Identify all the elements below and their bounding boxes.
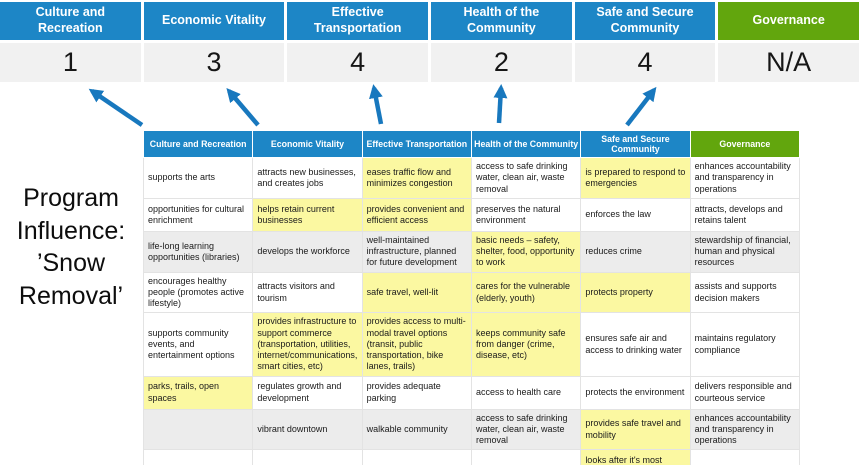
matrix-cell: walkable community xyxy=(361,408,472,451)
matrix-cell xyxy=(252,449,363,465)
scorecard-header-cell: Culture and Recreation xyxy=(0,2,141,40)
table-row: opportunities for cultural enrichment hel… xyxy=(142,197,801,232)
matrix-cell: protects the environment xyxy=(580,375,691,410)
matrix-cell: vibrant downtown xyxy=(252,408,363,451)
arrow-health-community-icon xyxy=(493,84,508,124)
matrix-header-cell: Governance xyxy=(689,129,801,159)
matrix-header-cell: Safe and Secure Community xyxy=(580,129,691,159)
matrix-header-cell: Culture and Recreation xyxy=(142,129,254,159)
matrix-header-row: Culture and Recreation Economic Vitality E… xyxy=(142,129,801,159)
program-title: Program Influence: ’Snow Removal’ xyxy=(16,184,126,310)
matrix-cell: supports the arts xyxy=(142,157,254,199)
matrix-cell: access to safe drinking water, clean air… xyxy=(470,408,582,451)
matrix-body: supports the arts attracts new businesses… xyxy=(142,157,801,465)
score-cell: 1 xyxy=(0,43,141,82)
scorecard-header-cell: Economic Vitality xyxy=(143,2,285,40)
matrix-cell: access to health care xyxy=(470,375,582,410)
matrix-cell: develops the workforce xyxy=(252,230,363,273)
matrix-cell: reduces crime xyxy=(580,230,691,273)
matrix-cell: stewardship of financial, human and phys… xyxy=(689,230,801,273)
arrow-effective-transportation-icon xyxy=(369,84,384,125)
matrix-cell: safe travel, well-lit xyxy=(361,271,472,314)
table-row: life-long learning opportunities (librar… xyxy=(142,230,801,273)
matrix-cell: enhances accountability and transparency… xyxy=(689,157,801,199)
table-row: supports community events, and entertain… xyxy=(142,312,801,377)
matrix-cell xyxy=(361,449,472,465)
matrix-cell: provides adequate parking xyxy=(361,375,472,410)
matrix-header-cell: Economic Vitality xyxy=(252,129,363,159)
table-row: parks, trails, open spaces regulates grow… xyxy=(142,375,801,410)
score-cell: 4 xyxy=(287,43,428,82)
table-row: looks after it's most vulnerable xyxy=(142,449,801,465)
matrix-cell: provides infrastructure to support comme… xyxy=(252,312,363,377)
matrix-cell xyxy=(142,449,254,465)
table-row: supports the arts attracts new businesses… xyxy=(142,157,801,199)
score-cell: 4 xyxy=(574,43,716,82)
matrix-cell xyxy=(689,449,801,465)
matrix-cell: preserves the natural environment xyxy=(470,197,582,232)
matrix-cell: life-long learning opportunities (librar… xyxy=(142,230,254,273)
matrix-cell: basic needs – safety, shelter, food, opp… xyxy=(470,230,582,273)
matrix-cell: ensures safe air and access to drinking … xyxy=(580,312,691,377)
matrix-cell: attracts, develops and retains talent xyxy=(689,197,801,232)
arrow-culture-recreation-icon xyxy=(88,88,144,127)
matrix-cell: encourages healthy people (promotes acti… xyxy=(142,271,254,314)
matrix-cell: protects property xyxy=(580,271,691,314)
score-cell: 2 xyxy=(431,43,572,82)
matrix-cell: enhances accountability and transparency… xyxy=(689,408,801,451)
matrix-cell xyxy=(142,408,254,451)
matrix-header-cell: Health of the Community xyxy=(470,129,582,159)
matrix-cell: attracts new businesses, and creates job… xyxy=(252,157,363,199)
matrix-cell xyxy=(470,449,582,465)
matrix-cell: regulates growth and development xyxy=(252,375,363,410)
scorecard: Culture and Recreation Economic Vitality E… xyxy=(0,2,859,82)
matrix-cell: enforces the law xyxy=(580,197,691,232)
score-cell: N/A xyxy=(718,43,859,82)
score-cell: 3 xyxy=(143,43,285,82)
matrix-cell: provides convenient and efficient access xyxy=(361,197,472,232)
matrix-cell: parks, trails, open spaces xyxy=(142,375,254,410)
matrix-cell: maintains regulatory compliance xyxy=(689,312,801,377)
influence-matrix: Culture and Recreation Economic Vitality E… xyxy=(142,129,801,465)
matrix-cell: opportunities for cultural enrichment xyxy=(142,197,254,232)
arrow-safe-secure-icon xyxy=(625,86,657,127)
matrix-cell: keeps community safe from danger (crime,… xyxy=(470,312,582,377)
matrix-cell: delivers responsible and courteous servi… xyxy=(689,375,801,410)
matrix-cell: eases traffic flow and minimizes congest… xyxy=(361,157,472,199)
matrix-cell: supports community events, and entertain… xyxy=(142,312,254,377)
matrix-cell: well-maintained infrastructure, planned … xyxy=(361,230,472,273)
matrix-cell: attracts visitors and tourism xyxy=(252,271,363,314)
scorecard-header-cell: Effective Transportation xyxy=(287,2,428,40)
scorecard-header-cell: Safe and Secure Community xyxy=(574,2,716,40)
arrow-economic-vitality-icon xyxy=(226,87,260,127)
matrix-cell: provides safe travel and mobility xyxy=(580,408,691,451)
table-row: vibrant downtown walkable community access… xyxy=(142,408,801,451)
table-row: encourages healthy people (promotes acti… xyxy=(142,271,801,314)
matrix-cell: helps retain current businesses xyxy=(252,197,363,232)
matrix-header-cell: Effective Transportation xyxy=(361,129,472,159)
matrix-cell: looks after it's most vulnerable xyxy=(580,449,691,465)
matrix-cell: assists and supports decision makers xyxy=(689,271,801,314)
matrix-cell: is prepared to respond to emergencies xyxy=(580,157,691,199)
influence-arrows xyxy=(88,84,657,127)
scorecard-header-cell: Governance xyxy=(718,2,859,40)
matrix-cell: provides access to multi-modal travel op… xyxy=(361,312,472,377)
matrix-cell: access to safe drinking water, clean air… xyxy=(470,157,582,199)
matrix-cell: cares for the vulnerable (elderly, youth… xyxy=(470,271,582,314)
scorecard-header-cell: Health of the Community xyxy=(431,2,572,40)
